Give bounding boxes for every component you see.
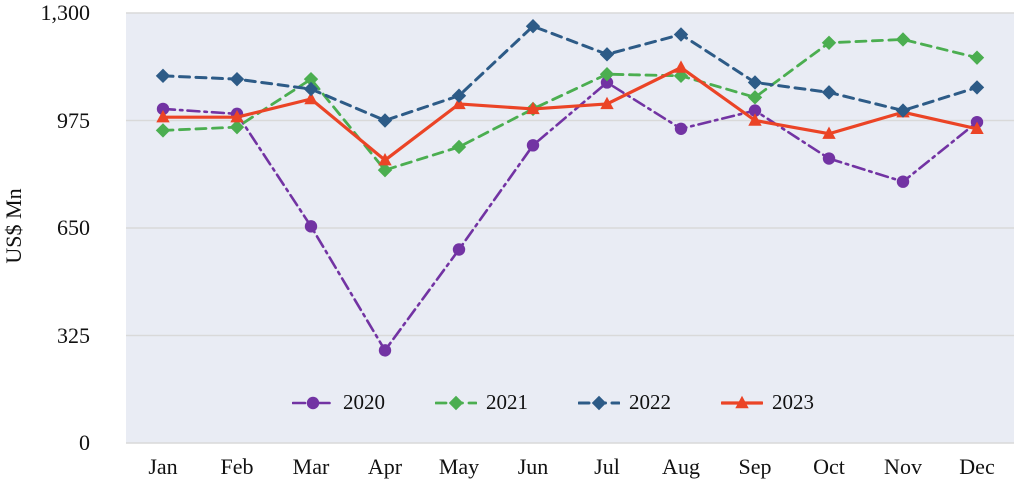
series-line (161, 24, 979, 122)
data-point-marker (600, 96, 614, 110)
x-tick-label: Jan (148, 454, 178, 479)
x-tick-label: Sep (738, 454, 772, 479)
series-2022 (155, 19, 985, 128)
data-point-marker (591, 395, 607, 410)
legend-item-2020: 2020 (292, 390, 385, 415)
y-tick-label: 0 (79, 430, 90, 455)
legend-label: 2020 (343, 390, 385, 414)
data-point-marker (526, 101, 540, 115)
data-point-marker (304, 220, 318, 233)
legend-item-2021: 2021 (435, 390, 528, 415)
y-tick-label: 1,300 (40, 0, 91, 25)
y-tick-label: 650 (57, 215, 90, 240)
series-line (161, 81, 979, 352)
data-point-marker (156, 109, 170, 123)
x-tick-label: May (438, 454, 480, 479)
data-point-marker (747, 75, 763, 90)
data-point-marker (229, 71, 245, 87)
data-point-marker (748, 113, 762, 126)
data-point-marker (526, 139, 540, 152)
legend-label: 2023 (772, 390, 814, 414)
x-tick-label: Jun (517, 454, 549, 479)
data-point-marker (970, 121, 984, 134)
data-point-marker (747, 90, 763, 105)
data-point-marker (748, 104, 762, 117)
data-point-marker (822, 152, 836, 165)
legend-marker-icon (292, 396, 334, 409)
data-point-marker (895, 103, 911, 118)
data-point-marker (451, 88, 467, 103)
data-point-marker (735, 395, 749, 408)
data-point-marker (377, 162, 393, 178)
data-point-marker (156, 102, 170, 116)
data-point-marker (822, 126, 836, 139)
data-point-marker (525, 19, 541, 34)
x-tick-label: Aug (662, 454, 700, 479)
data-point-marker (821, 35, 837, 50)
data-point-marker (821, 85, 837, 100)
data-point-marker (600, 76, 614, 89)
y-tick-label: 325 (57, 322, 90, 348)
data-point-marker (155, 123, 171, 138)
x-tick-label: Mar (292, 454, 330, 479)
data-point-marker (451, 139, 467, 155)
legend-label: 2022 (629, 390, 671, 414)
legend-marker-icon (435, 395, 477, 410)
data-point-marker (303, 81, 319, 97)
data-point-marker (155, 68, 171, 84)
legend-marker-icon (721, 395, 763, 408)
legend-marker-icon (578, 395, 620, 410)
data-point-marker (303, 71, 319, 87)
series-2023 (156, 60, 984, 166)
data-point-marker (230, 109, 244, 123)
legend-item-2022: 2022 (578, 390, 671, 415)
data-point-marker (969, 80, 985, 95)
x-tick-label: Nov (884, 454, 922, 479)
data-point-marker (448, 395, 464, 410)
data-point-marker (378, 344, 392, 357)
data-point-marker (378, 152, 392, 166)
data-point-marker (674, 122, 688, 135)
data-point-marker (599, 47, 615, 62)
x-tick-label: Jul (594, 454, 620, 479)
data-point-marker (452, 243, 466, 256)
x-tick-label: Apr (367, 454, 403, 479)
x-tick-label: Feb (220, 454, 254, 479)
data-point-marker (306, 396, 320, 409)
data-point-marker (229, 119, 245, 135)
data-point-marker (599, 66, 615, 82)
legend-label: 2021 (486, 390, 528, 414)
x-tick-label: Oct (813, 454, 845, 479)
series-2020 (156, 76, 984, 357)
x-tick-label: Dec (959, 454, 995, 479)
data-point-marker (896, 175, 910, 188)
data-point-marker (304, 91, 318, 105)
legend: 2020 2021 2022 2023 (292, 390, 814, 415)
y-tick-label: 975 (57, 107, 90, 133)
legend-item-2023: 2023 (721, 390, 814, 415)
data-point-marker (452, 96, 466, 110)
data-point-marker (895, 32, 911, 47)
data-point-marker (969, 50, 985, 65)
data-point-marker (377, 113, 393, 128)
series-line (161, 65, 979, 162)
data-point-marker (673, 27, 689, 42)
data-point-marker (674, 60, 688, 73)
